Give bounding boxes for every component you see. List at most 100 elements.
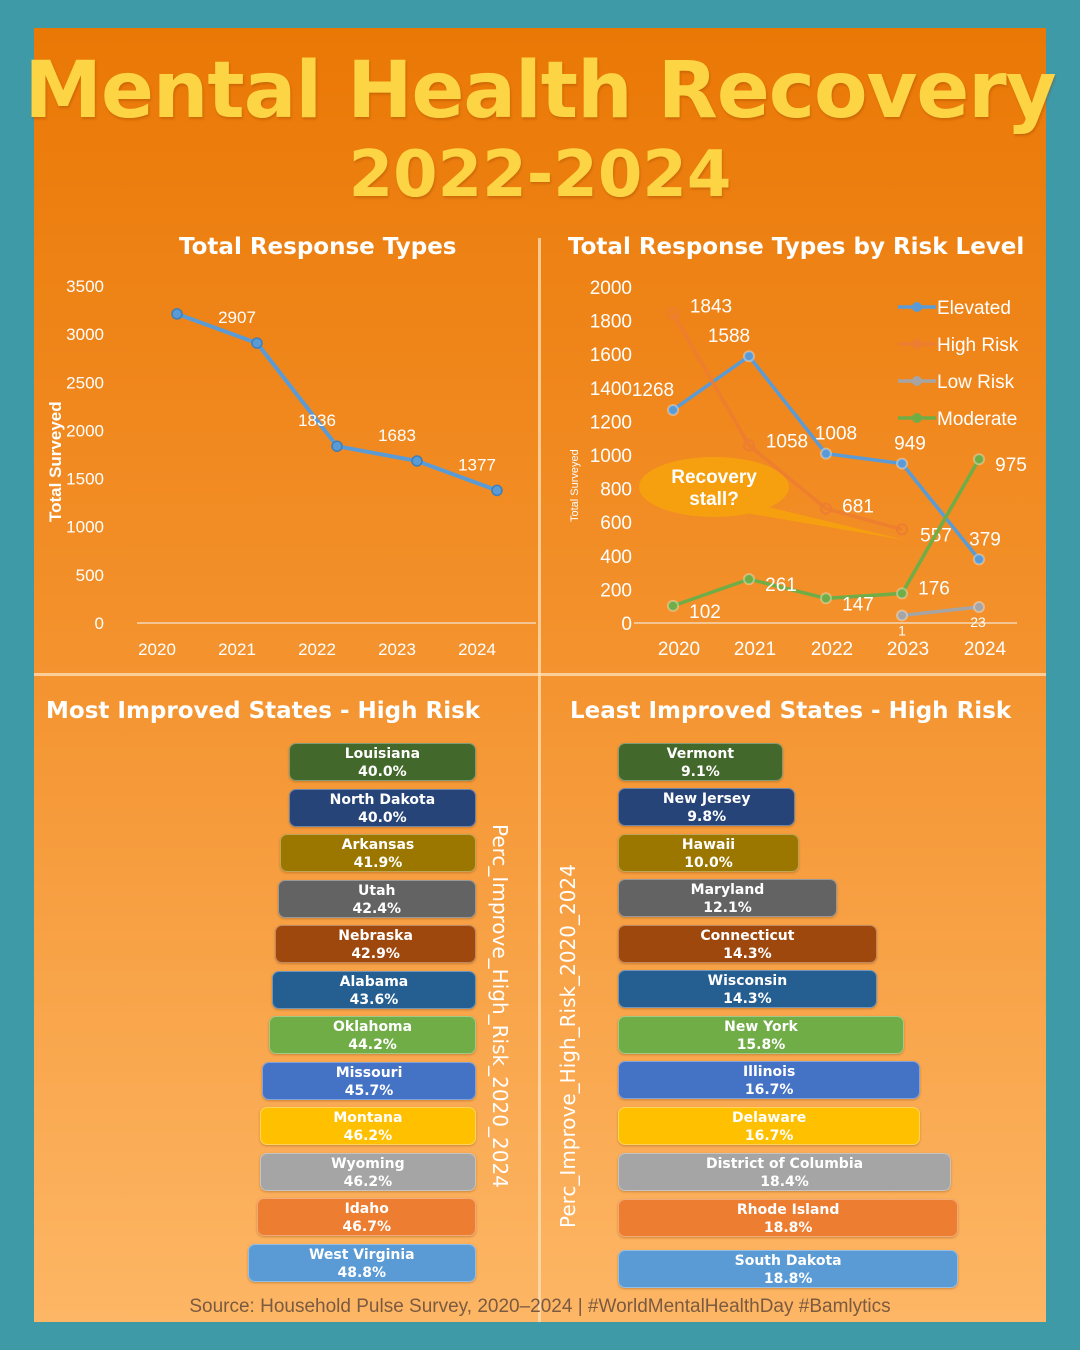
chart2-data-label: 681	[842, 497, 874, 518]
callout-pointer	[740, 505, 905, 540]
bar-category-label: Delaware	[732, 1110, 807, 1126]
chart2-point-high-risk	[743, 439, 755, 452]
bar-idaho: Idaho 46.7%	[257, 1198, 476, 1236]
page-title: Mental Health Recovery	[24, 46, 1056, 136]
bar-value-label: 46.2%	[343, 1173, 393, 1190]
chart2-line-low-risk	[901, 605, 980, 618]
chart1-x-tick: 2023	[378, 640, 416, 659]
chart2-x-tick: 2023	[887, 639, 929, 660]
bar-value-label: 14.3%	[723, 991, 772, 1007]
bar-nebraska: Nebraska 42.9%	[275, 925, 476, 963]
callout-line: Recovery	[671, 467, 757, 488]
chart2-data-label: 975	[995, 455, 1027, 476]
bar-oklahoma: Oklahoma 44.2%	[269, 1016, 476, 1054]
page-subtitle: 2022-2024	[348, 138, 732, 212]
vertical-divider	[538, 238, 541, 1322]
chart2-y-tick: 2000	[590, 278, 632, 299]
chart3-title: Most Improved States - High Risk	[46, 698, 481, 724]
bar-value-label: 40.0%	[358, 764, 407, 780]
chart1-title: Total Response Types	[179, 234, 457, 260]
chart2-y-tick: 0	[621, 614, 632, 635]
bar-value-label: 16.7%	[744, 1082, 794, 1098]
chart1-point	[171, 308, 183, 320]
chart2-x-tick: 2021	[734, 639, 776, 660]
legend-label-elevated: Elevated	[937, 298, 1011, 319]
bar-value-label: 18.8%	[763, 1271, 813, 1287]
bar-west-virginia: West Virginia 48.8%	[247, 1243, 476, 1282]
chart2-point-moderate	[743, 573, 755, 586]
chart2-point-low-risk	[896, 609, 908, 622]
bar-illinois: Illinois 16.7%	[618, 1061, 921, 1099]
bar-category-label: Utah	[358, 882, 396, 899]
bar-new-jersey: New Jersey 9.8%	[618, 788, 796, 826]
chart2-point-moderate	[896, 587, 908, 600]
chart1-point	[331, 440, 343, 452]
chart1-data-label: 1836	[298, 411, 336, 430]
chart1-data-label: 1683	[378, 426, 416, 445]
bar-category-label: Wyoming	[331, 1155, 405, 1172]
chart1-y-tick: 3500	[66, 277, 104, 296]
callout-line: stall?	[689, 489, 739, 510]
chart2-y-tick: 1800	[590, 312, 632, 333]
chart3-axis-label: Perc_Improve_High_Risk_2020_2024	[488, 824, 512, 1188]
bar-wyoming: Wyoming 46.2%	[259, 1152, 476, 1191]
callout-text: Recovery stall?	[671, 467, 757, 510]
chart2-x-tick: 2020	[658, 639, 700, 660]
chart1-x-tick: 2022	[298, 640, 336, 659]
bar-category-label: South Dakota	[734, 1253, 842, 1269]
chart2-point-high-risk	[896, 523, 908, 536]
bar-value-label: 15.8%	[736, 1037, 786, 1053]
chart1-y-tick: 1000	[66, 518, 104, 537]
bar-district-of-columbia: District of Columbia 18.4%	[618, 1153, 952, 1191]
chart2-data-label: 1	[898, 622, 906, 638]
bar-maryland: Maryland 12.1%	[618, 879, 837, 917]
chart2-y-tick: 1000	[590, 446, 632, 467]
bar-new-york: New York 15.8%	[618, 1016, 904, 1054]
chart2-y-tick: 800	[600, 480, 632, 501]
bar-value-label: 46.2%	[343, 1128, 393, 1144]
bar-category-label: Oklahoma	[333, 1019, 413, 1035]
chart1-point	[251, 337, 263, 349]
chart2-point-elevated	[667, 403, 679, 416]
bar-value-label: 42.9%	[351, 946, 400, 962]
chart2-point-low-risk	[973, 601, 985, 614]
chart2-data-label: 102	[689, 602, 721, 623]
bar-category-label: New Jersey	[662, 791, 751, 807]
bar-category-label: Idaho	[344, 1201, 389, 1217]
bar-montana: Montana 46.2%	[259, 1107, 476, 1145]
bar-missouri: Missouri 45.7%	[262, 1061, 476, 1100]
bar-alabama: Alabama 43.6%	[271, 970, 476, 1009]
chart1-data-label: 2907	[218, 308, 256, 327]
chart2-point-moderate	[667, 599, 679, 612]
bar-connecticut: Connecticut 14.3%	[618, 925, 877, 963]
chart1-y-tick: 0	[95, 614, 104, 633]
chart2-y-tick: 1600	[590, 345, 632, 366]
chart1-x-tick: 2020	[138, 640, 176, 659]
bar-category-label: District of Columbia	[705, 1156, 864, 1172]
chart4-title: Least Improved States - High Risk	[570, 698, 1012, 724]
bar-hawaii: Hawaii 10.0%	[618, 834, 799, 872]
chart1-point	[411, 455, 423, 467]
chart1-x-tick: 2021	[218, 640, 256, 659]
bar-category-label: Wisconsin	[707, 973, 788, 989]
chart2-x-tick: 2022	[811, 639, 853, 660]
bar-arkansas: Arkansas 41.9%	[279, 834, 476, 872]
bar-category-label: Hawaii	[681, 837, 736, 853]
bar-value-label: 42.4%	[352, 900, 402, 917]
legend-swatch-marker	[912, 376, 922, 386]
chart2-x-tick: 2024	[964, 639, 1007, 660]
chart2-data-label: 949	[894, 434, 926, 455]
bar-delaware: Delaware 16.7%	[618, 1107, 921, 1145]
callout-bubble	[639, 457, 789, 517]
chart2-y-tick: 1400	[590, 379, 632, 400]
bar-value-label: 12.1%	[703, 900, 752, 916]
bar-rhode-island: Rhode Island 18.8%	[618, 1199, 959, 1237]
bar-category-label: Maryland	[690, 882, 765, 898]
chart2-data-label: 1843	[690, 296, 732, 317]
bar-value-label: 10.0%	[684, 855, 733, 871]
chart2-point-elevated	[743, 350, 755, 363]
chart2-data-label: 23	[970, 614, 986, 630]
chart2-data-label: 147	[842, 594, 874, 615]
bar-value-label: 41.9%	[353, 855, 403, 871]
